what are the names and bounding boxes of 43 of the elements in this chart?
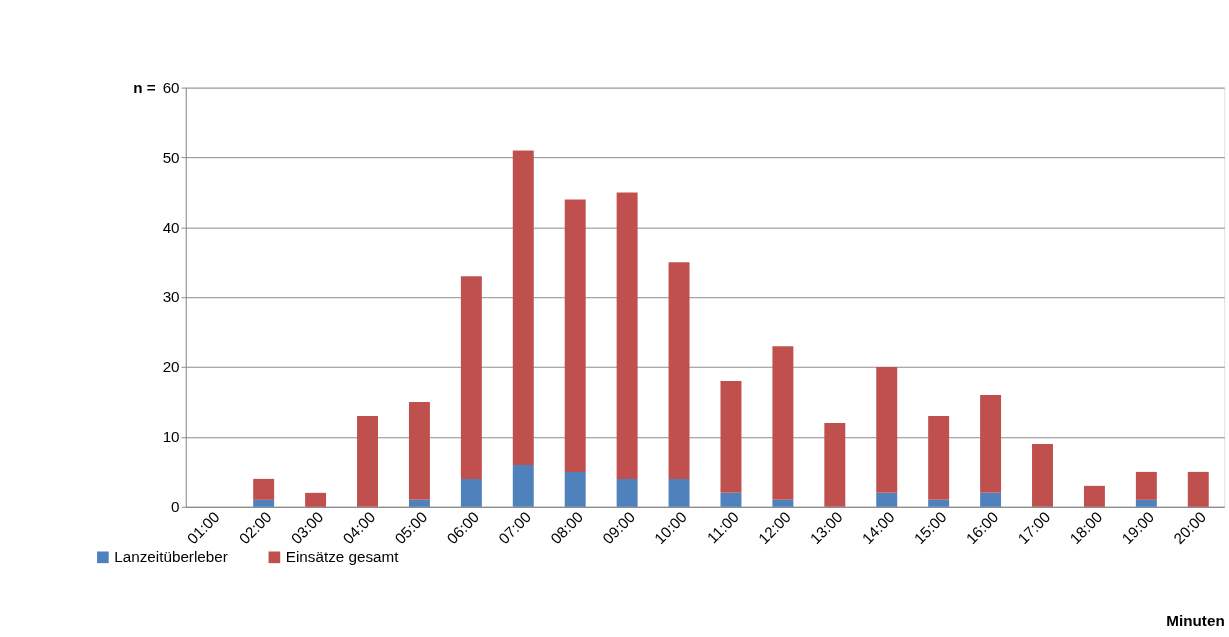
- bar: [824, 422, 846, 507]
- bar: [1135, 499, 1157, 507]
- bar: [928, 499, 950, 507]
- y-axis-title: n =: [133, 78, 156, 96]
- bar: [564, 471, 586, 507]
- bar: [772, 346, 794, 500]
- bar: [408, 402, 430, 500]
- bar: [720, 492, 742, 507]
- y-tick-label: 30: [162, 288, 180, 306]
- bar: [980, 395, 1002, 493]
- y-tick-label: 40: [162, 218, 180, 236]
- y-tick-label: 10: [162, 428, 180, 446]
- bar: [460, 276, 482, 479]
- bar: [1135, 471, 1157, 500]
- bar: [980, 492, 1002, 507]
- bar: [772, 499, 794, 507]
- legend-label: Einsätze gesamt: [285, 548, 400, 566]
- x-axis-title: Minuten: [1166, 612, 1225, 630]
- bar: [876, 367, 898, 493]
- bar: [876, 492, 898, 507]
- bar: [668, 478, 690, 507]
- y-tick-label: 50: [162, 148, 180, 166]
- bar: [305, 492, 327, 507]
- bar: [460, 478, 482, 507]
- bar: [616, 192, 638, 479]
- bar: [512, 150, 534, 465]
- bar: [928, 416, 950, 500]
- bar: [1187, 471, 1209, 507]
- bar: [253, 478, 275, 500]
- bar: [668, 262, 690, 479]
- y-tick-label: 60: [162, 78, 180, 96]
- bar: [1032, 443, 1053, 507]
- bar: [1083, 485, 1105, 507]
- bar: [720, 381, 742, 493]
- bar: [616, 478, 638, 507]
- bar: [512, 464, 534, 507]
- legend-label: Lanzeitüberleber: [114, 548, 228, 566]
- bar: [357, 416, 378, 507]
- y-tick-label: 0: [171, 498, 180, 516]
- y-tick-label: 20: [162, 358, 180, 376]
- bar: [408, 499, 430, 507]
- bar: [564, 199, 586, 472]
- bar: [253, 499, 275, 507]
